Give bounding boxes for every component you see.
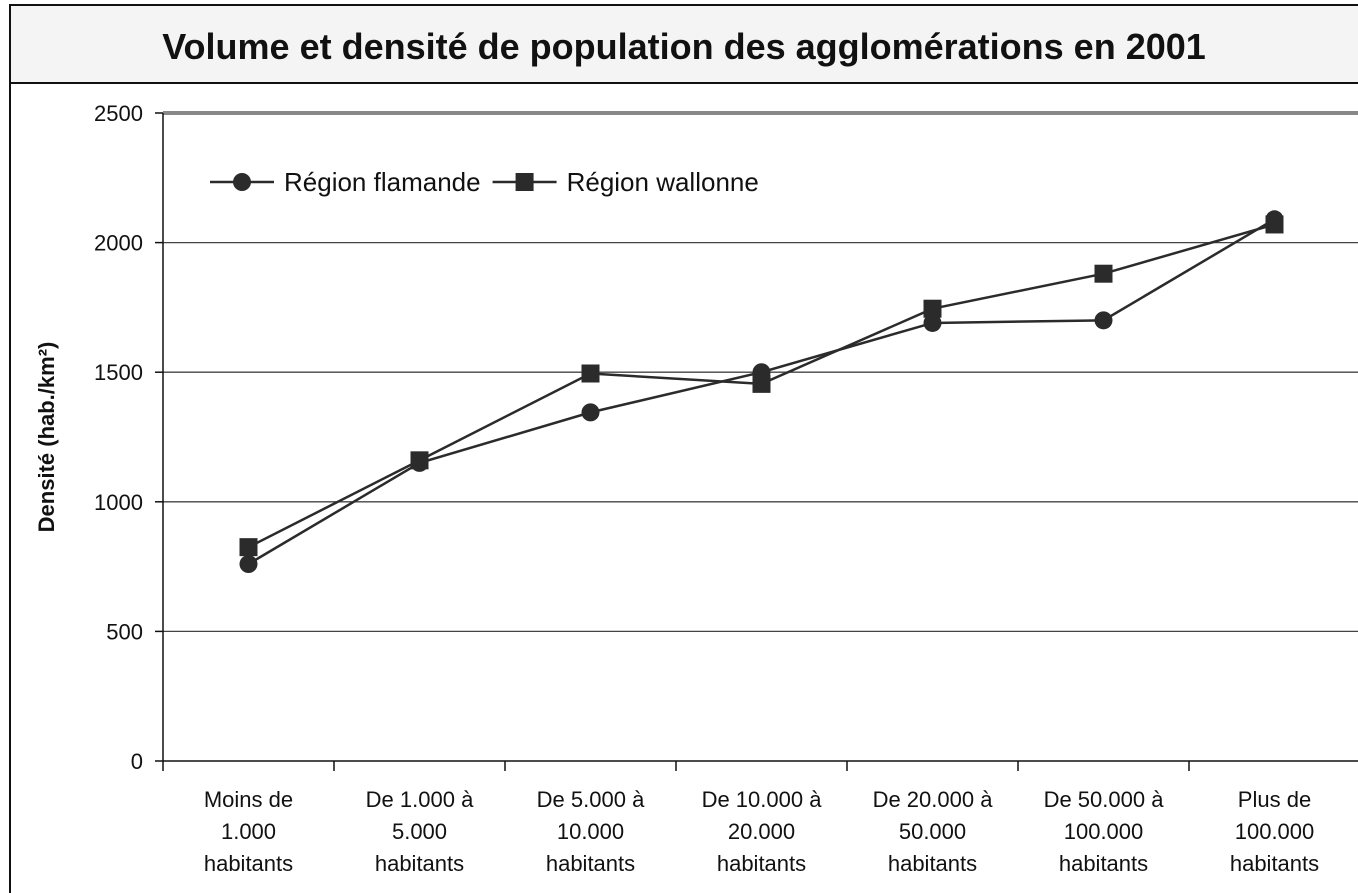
legend-label: Région wallonne (567, 167, 759, 197)
chart-title: Volume et densité de population des aggl… (162, 26, 1206, 67)
x-tick-label: De 10.000 à 20.000 habitants (701, 787, 822, 876)
marker (410, 451, 429, 470)
x-tick-label: Plus de 100.000 habitants (1229, 787, 1320, 876)
marker (923, 299, 942, 318)
marker (923, 313, 942, 332)
y-tick-label: 500 (106, 619, 143, 644)
x-tick-label: Moins de 1.000 habitants (203, 787, 294, 876)
y-tick-label: 2000 (94, 231, 143, 256)
y-axis-label: Densité (hab./km²) (34, 342, 59, 533)
y-tick-label: 1500 (94, 360, 143, 385)
y-tick-label: 1000 (94, 490, 143, 515)
title-box (9, 4, 1358, 84)
marker (581, 364, 600, 383)
x-tick-label: De 50.000 à 100.000 habitants (1043, 787, 1164, 876)
marker (1094, 311, 1113, 330)
legend-marker (515, 173, 534, 191)
x-tick-label: De 5.000 à 10.000 habitants (536, 787, 645, 876)
x-tick-label: De 1.000 à 5.000 habitants (365, 787, 474, 876)
legend-label: Région flamande (284, 167, 481, 197)
x-tick-label: De 20.000 à 50.000 habitants (872, 787, 993, 876)
y-tick-label: 2500 (94, 101, 143, 126)
y-tick-label: 0 (131, 749, 143, 774)
marker (752, 374, 771, 393)
legend-marker (233, 173, 251, 191)
marker (239, 538, 258, 557)
marker (1094, 264, 1113, 283)
marker (239, 555, 258, 574)
marker (1265, 215, 1284, 234)
marker (581, 403, 600, 422)
